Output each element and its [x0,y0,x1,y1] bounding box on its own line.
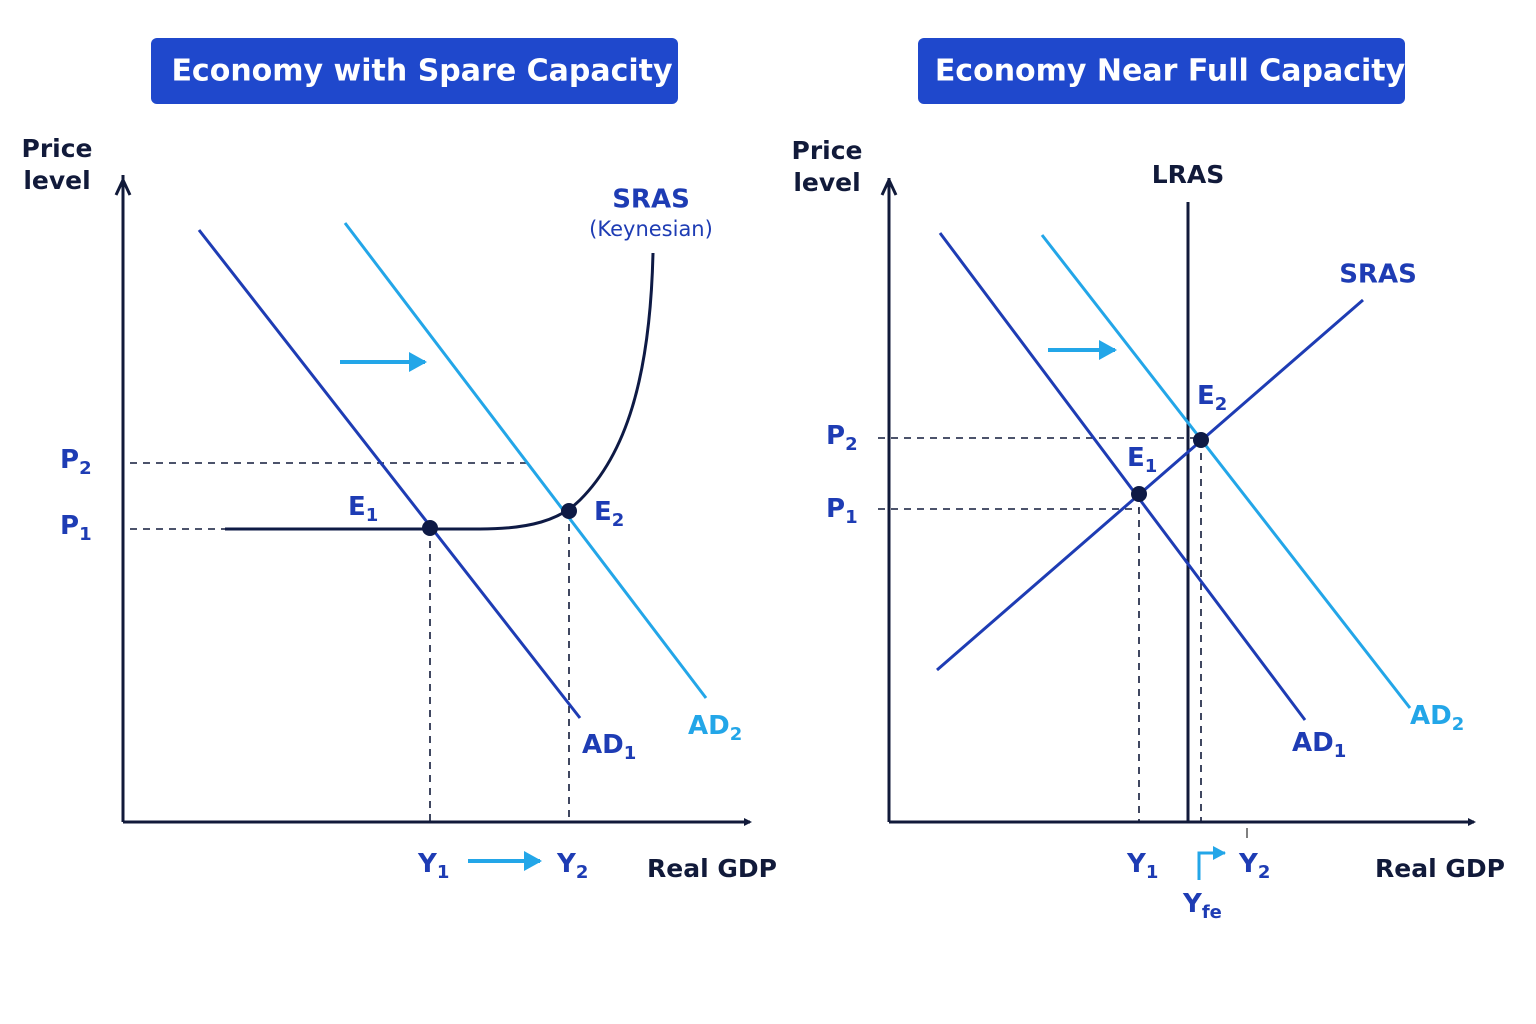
y-axis-label: level [23,166,90,195]
ad1-curve [938,232,1307,721]
sras-label: SRAS [612,185,690,215]
y-arrow [880,179,898,196]
p1-label: P1 [60,511,92,546]
panel-title: Economy with Spare Capacity [171,54,673,89]
ad1-label: AD1 [582,730,636,765]
p2-sub: 2 [79,458,92,479]
yfe-label: Yfe [1182,889,1222,924]
p2-label: P2 [826,421,858,456]
ad2-label: AD2 [688,711,742,746]
panel-right: Economy Near Full Capacity Price level L… [792,38,1505,923]
p1-main: P [60,511,79,541]
e1-point [422,520,438,536]
ad2-label: AD2 [1410,701,1464,736]
e1-sub: 1 [1145,456,1158,477]
ad1-sub: 1 [624,743,637,764]
p1-sub: 1 [79,524,92,545]
y2-label: Y2 [556,849,588,884]
y1-main: Y [417,849,438,879]
y2-main: Y [1238,849,1259,879]
p2-main: P [60,445,79,475]
y2-label: Y2 [1238,849,1270,884]
output-arrow [1197,846,1226,880]
sras-curve [225,252,655,531]
y1-sub: 1 [1146,862,1159,883]
ad2-main: AD [1410,701,1452,731]
e2-point [1193,432,1209,448]
sras-note: (Keynesian) [589,217,713,241]
ad1-main: AD [582,730,624,760]
e2-label: E2 [1197,381,1227,416]
yfe-main: Y [1182,889,1203,919]
e1-label: E1 [1127,443,1157,478]
y1-main: Y [1126,849,1147,879]
e1-sub: 1 [366,505,379,526]
e1-label: E1 [348,492,378,527]
ad1-curve [197,229,582,719]
ad2-sub: 2 [1452,714,1465,735]
ad2-main: AD [688,711,730,741]
p1-label: P1 [826,494,858,529]
axes [887,178,1474,822]
y-axis-label: Price [792,136,863,165]
e1-main: E [1127,443,1145,473]
title-box [151,38,678,104]
ad1-label: AD1 [1292,728,1346,763]
y2-sub: 2 [576,862,589,883]
e2-main: E [1197,381,1215,411]
p1-sub: 1 [845,507,858,528]
ad1-sub: 1 [1334,741,1347,762]
p2-sub: 2 [845,434,858,455]
sras-curve [936,298,1364,672]
e1-main: E [348,492,366,522]
y-arrow [114,179,132,196]
p2-label: P2 [60,445,92,480]
ad2-curve [1040,234,1412,709]
axes [121,175,750,822]
sras-label: SRAS [1339,260,1417,290]
yfe-sub: fe [1202,902,1222,923]
ad2-sub: 2 [730,724,743,745]
e2-point [561,503,577,519]
p1-main: P [826,494,845,524]
e2-main: E [594,497,612,527]
panel-title: Economy Near Full Capacity [935,54,1406,89]
x-axis-label: Real GDP [647,854,777,883]
e2-sub: 2 [1215,394,1228,415]
ad1-main: AD [1292,728,1334,758]
y1-sub: 1 [437,862,450,883]
title-box [918,38,1405,104]
y-axis-label: Price [22,134,93,163]
ad2-curve [343,222,708,699]
e2-label: E2 [594,497,624,532]
p2-main: P [826,421,845,451]
lras-label: LRAS [1152,160,1225,189]
y1-label: Y1 [1126,849,1158,884]
y1-label: Y1 [417,849,449,884]
e2-sub: 2 [612,510,625,531]
guides [878,437,1202,822]
e1-point [1131,486,1147,502]
y2-sub: 2 [1258,862,1271,883]
y-axis-label: level [793,168,860,197]
panel-left: Economy with Spare Capacity Price level … [22,38,777,883]
x-axis-label: Real GDP [1375,854,1505,883]
y2-main: Y [556,849,577,879]
guides [130,462,570,822]
